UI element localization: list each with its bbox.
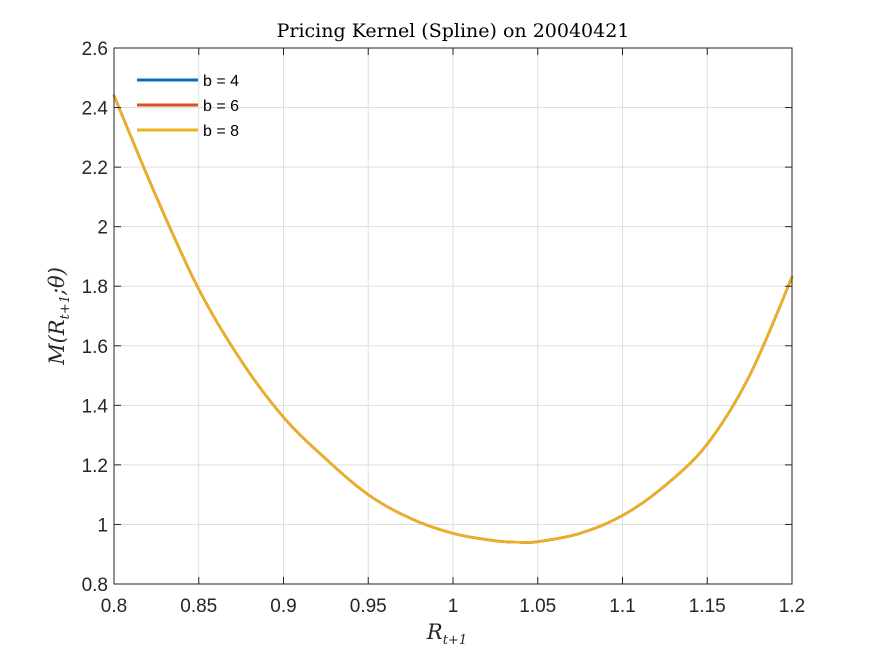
y-tick-label: 1.2: [82, 456, 108, 477]
y-tick-label: 1: [97, 515, 108, 536]
y-tick-label: 1.6: [82, 337, 108, 358]
series-line-3: [112, 94, 794, 544]
legend-label-2: b = 6: [203, 98, 239, 115]
y-tick-label: 2: [97, 218, 108, 239]
legend-label-3: b = 8: [203, 123, 239, 140]
x-axis-label: Rt+1: [426, 620, 467, 648]
y-tick-label: 2.6: [82, 39, 108, 60]
y-tick-label: 2.4: [82, 99, 109, 120]
x-tick-label: 0.9: [270, 596, 296, 617]
tick-marks: [113, 47, 793, 585]
y-tick-label: 2.2: [82, 158, 108, 179]
legend: b = 4 b = 6 b = 8: [137, 73, 239, 140]
y-tick-label: 1.8: [82, 277, 108, 298]
legend-label-1: b = 4: [203, 73, 239, 90]
x-tick-label: 1.2: [779, 596, 805, 617]
x-tick-label: 1.15: [689, 596, 726, 617]
x-tick-label: 0.85: [180, 596, 217, 617]
x-tick-label: 0.95: [350, 596, 387, 617]
y-tick-labels: 0.8 1 1.2 1.4 1.6 1.8 2 2.2 2.4 2.6: [82, 39, 109, 596]
y-tick-label: 1.4: [82, 396, 109, 417]
x-tick-label: 1: [448, 596, 459, 617]
x-tick-labels: 0.8 0.85 0.9 0.95 1 1.05 1.1 1.15 1.2: [101, 596, 805, 617]
y-tick-label: 0.8: [82, 575, 108, 596]
chart-title: Pricing Kernel (Spline) on 20040421: [277, 20, 630, 42]
y-axis-label: M(Rt+1;θ): [45, 267, 73, 366]
x-tick-label: 1.05: [519, 596, 556, 617]
x-tick-label: 1.1: [609, 596, 635, 617]
x-tick-label: 0.8: [101, 596, 127, 617]
series-layer: [112, 94, 794, 544]
